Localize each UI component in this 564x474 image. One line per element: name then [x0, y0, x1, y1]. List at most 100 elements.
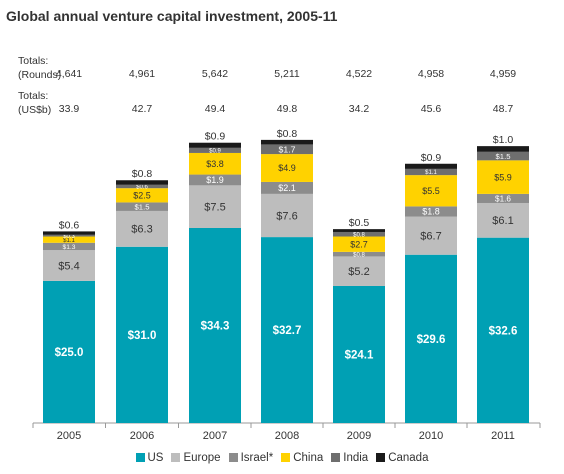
legend-label: Canada: [388, 452, 429, 464]
legend-item: Europe: [171, 452, 221, 464]
x-tick-label: 2009: [347, 430, 371, 442]
bar-segment-europe-2007: [189, 185, 241, 228]
rounds-total: 5,642: [201, 68, 229, 80]
bar-segment-us-2010: [405, 254, 457, 423]
data-label: $5.4: [58, 260, 79, 272]
bar-segment-israel-2010: [405, 206, 457, 217]
bar-segment-canada-2008: [261, 139, 313, 145]
bar-segment-europe-2006: [116, 210, 168, 247]
data-label: $31.0: [128, 330, 157, 342]
stacked-bar-chart: $25.0$5.4$1.3$1.1$0.3$0.62005$31.0$6.3$1…: [32, 128, 541, 442]
data-label: $0.8: [132, 168, 153, 180]
usd-total: 49.4: [204, 103, 226, 115]
legend-swatch: [281, 453, 291, 462]
bar-segment-europe-2010: [405, 216, 457, 255]
legend-swatch: [135, 453, 145, 462]
data-label: $1.6: [495, 194, 511, 203]
bar-segment-us-2008: [261, 237, 313, 423]
x-tick-label: 2011: [491, 430, 515, 442]
data-label: $2.5: [133, 190, 151, 200]
data-label: $32.6: [489, 325, 518, 337]
bar-segment-china-2010: [405, 175, 457, 207]
data-label: $1.1: [63, 238, 75, 244]
data-label: $6.1: [492, 215, 513, 227]
bar-segment-india-2008: [261, 144, 313, 155]
legend-swatch: [331, 453, 341, 462]
bar-segment-us-2005: [43, 280, 95, 423]
data-label: $34.3: [201, 321, 230, 333]
legend-swatch: [171, 453, 181, 462]
bar-segment-israel-2006: [116, 202, 168, 211]
data-label: $0.8: [353, 232, 365, 238]
data-label: $3.8: [206, 159, 224, 169]
bar-segment-canada-2009: [333, 229, 385, 232]
bar-segment-israel-2009: [333, 251, 385, 257]
bar-segment-india-2005: [43, 234, 95, 237]
rounds-total: 4,958: [417, 68, 445, 80]
legend-label: US: [147, 452, 164, 464]
usd-total: 45.6: [420, 103, 442, 115]
data-label: $0.3: [63, 234, 75, 240]
bar-segment-us-2011: [477, 237, 529, 423]
data-label: $32.7: [273, 325, 302, 337]
data-label: $5.9: [494, 172, 512, 182]
data-label: $0.6: [136, 185, 148, 191]
data-label: $0.9: [421, 152, 442, 164]
bar-segment-india-2009: [333, 231, 385, 237]
bar-segment-israel-2005: [43, 242, 95, 251]
legend-label: Israel*: [240, 452, 274, 464]
data-label: $1.1: [425, 170, 437, 176]
bar-segment-europe-2011: [477, 202, 529, 238]
data-label: $29.6: [417, 334, 446, 346]
bar-segment-china-2005: [43, 236, 95, 243]
data-label: $0.9: [205, 131, 226, 143]
x-tick-label: 2006: [130, 430, 154, 442]
data-label: $5.2: [348, 266, 369, 278]
usd-total: 34.2: [348, 103, 370, 115]
data-label: $0.8: [353, 252, 365, 258]
bar-segment-us-2007: [189, 228, 241, 423]
bar-segment-us-2009: [333, 285, 385, 423]
legend-label: India: [343, 452, 369, 464]
bar-segment-israel-2007: [189, 174, 241, 186]
bar-segment-europe-2008: [261, 193, 313, 238]
legend-item: India: [331, 452, 368, 464]
bar-segment-india-2007: [189, 147, 241, 153]
legend-swatch: [376, 453, 386, 462]
bar-segment-india-2006: [116, 184, 168, 189]
rounds-total: 4,522: [345, 68, 373, 80]
rounds-label-2: (Rounds): [18, 69, 62, 81]
data-label: $0.5: [349, 217, 370, 229]
rounds-total: 4,961: [128, 68, 156, 80]
x-tick-label: 2007: [203, 430, 227, 442]
data-label: $0.8: [277, 128, 298, 140]
data-label: $1.5: [135, 202, 150, 211]
bar-segment-canada-2006: [116, 180, 168, 185]
bar-segment-canada-2010: [405, 163, 457, 169]
legend-item: Israel*: [228, 452, 274, 464]
bar-segment-israel-2008: [261, 181, 313, 194]
legend-item: Canada: [376, 452, 428, 464]
data-label: $2.7: [350, 239, 368, 249]
bar-segment-europe-2009: [333, 256, 385, 286]
chart-legend: US Europe Israel* China India Canada: [0, 452, 564, 464]
x-tick-label: 2005: [57, 430, 81, 442]
data-label: $6.3: [131, 224, 152, 236]
bar-segment-india-2011: [477, 151, 529, 161]
data-label: $0.6: [59, 219, 80, 231]
bar-segment-china-2011: [477, 160, 529, 194]
data-label: $1.0: [493, 134, 514, 146]
bar-segment-china-2009: [333, 236, 385, 252]
data-label: $4.9: [278, 163, 296, 173]
chart-title: Global annual venture capital investment…: [6, 8, 338, 24]
legend-item: US: [135, 452, 164, 464]
usd-label-1: Totals:: [18, 90, 49, 102]
data-label: $1.3: [63, 244, 76, 251]
bar-segment-israel-2011: [477, 193, 529, 203]
bar-segment-canada-2007: [189, 142, 241, 148]
bar-segment-canada-2005: [43, 231, 95, 235]
rounds-label-1: Totals:: [18, 55, 49, 67]
bar-segment-china-2007: [189, 152, 241, 175]
usd-label-2: (US$b): [18, 104, 52, 116]
usd-total: 33.9: [58, 103, 80, 115]
